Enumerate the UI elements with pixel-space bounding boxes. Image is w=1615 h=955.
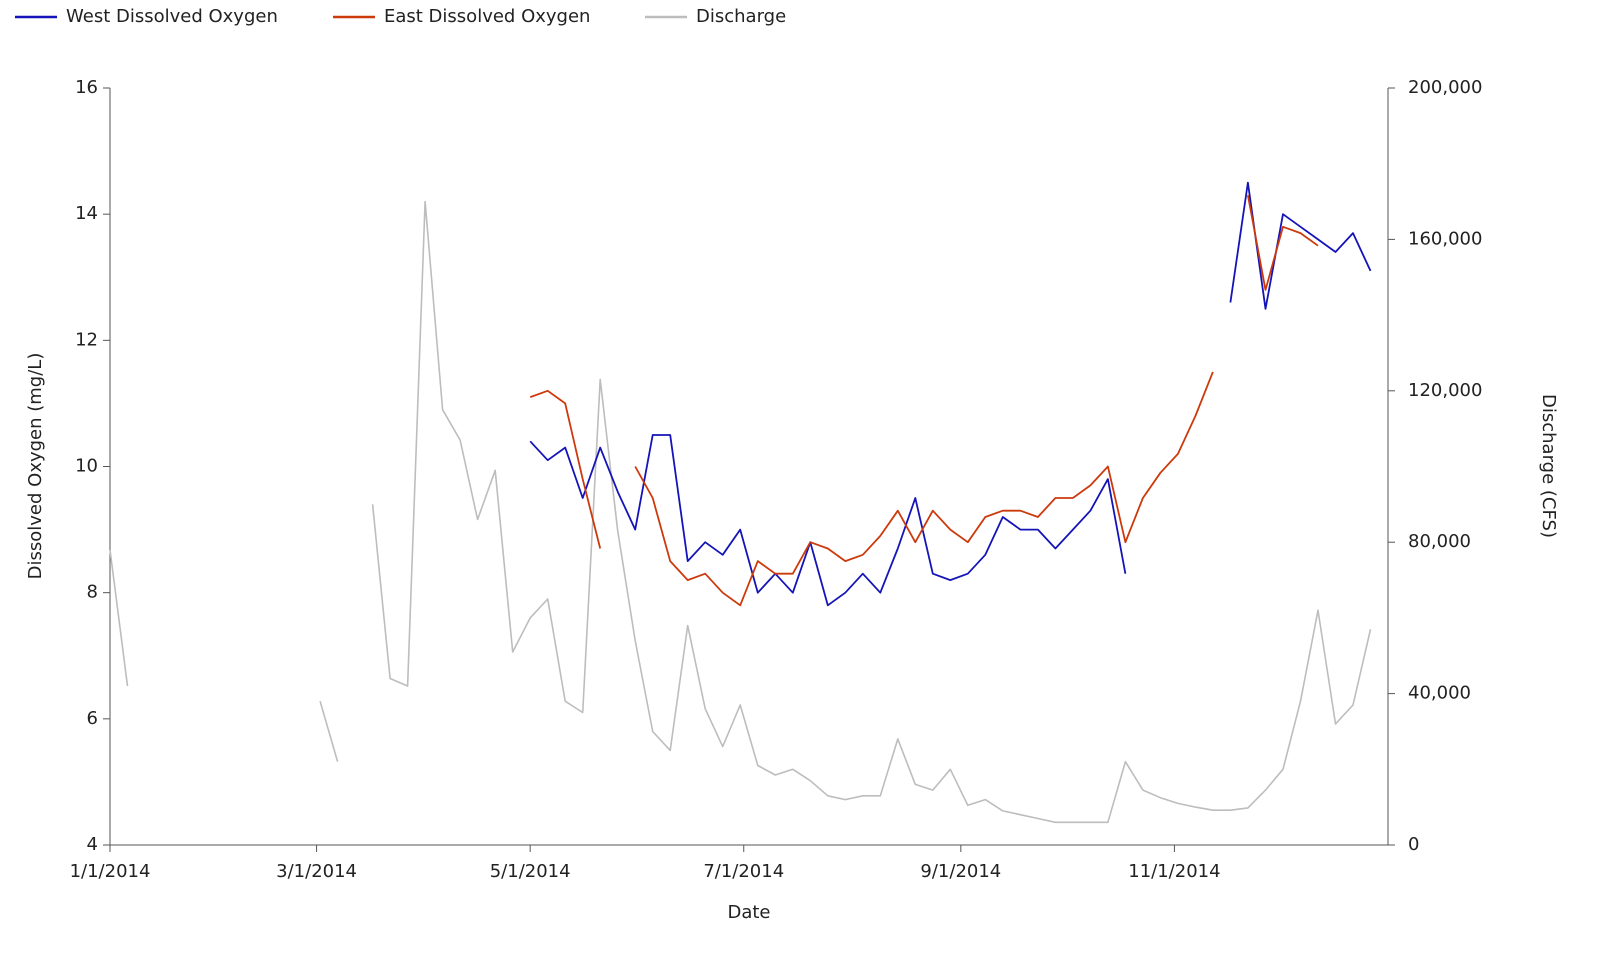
legend-label: Discharge — [696, 6, 786, 27]
series-line — [109, 200, 1372, 824]
y-tick-label: 10 — [75, 456, 98, 477]
legend-label: East Dissolved Oxygen — [384, 6, 590, 27]
y2-tick-label: 200,000 — [1408, 77, 1482, 98]
y-tick-label: 8 — [87, 582, 98, 603]
y-tick-label: 14 — [75, 203, 98, 224]
y-axis-label: Dissolved Oxygen (mg/L) — [25, 353, 46, 580]
x-tick-label: 5/1/2014 — [490, 861, 571, 882]
x-axis-label: Date — [727, 902, 770, 923]
y-tick-label: 12 — [75, 329, 98, 350]
series-line — [529, 181, 1372, 607]
series-line — [529, 195, 1319, 607]
x-tick-label: 9/1/2014 — [920, 861, 1001, 882]
y2-tick-label: 40,000 — [1408, 683, 1471, 704]
y2-tick-label: 160,000 — [1408, 228, 1482, 249]
y2-axis-label: Discharge (CFS) — [1538, 394, 1559, 538]
x-tick-label: 11/1/2014 — [1128, 861, 1220, 882]
y2-tick-label: 80,000 — [1408, 531, 1471, 552]
x-tick-label: 3/1/2014 — [276, 861, 357, 882]
y2-tick-label: 0 — [1408, 834, 1419, 855]
legend-label: West Dissolved Oxygen — [66, 6, 278, 27]
x-tick-label: 7/1/2014 — [703, 861, 784, 882]
y-tick-label: 6 — [87, 708, 98, 729]
y2-tick-label: 120,000 — [1408, 380, 1482, 401]
x-tick-label: 1/1/2014 — [70, 861, 151, 882]
y-tick-label: 16 — [75, 77, 98, 98]
y-tick-label: 4 — [87, 834, 98, 855]
